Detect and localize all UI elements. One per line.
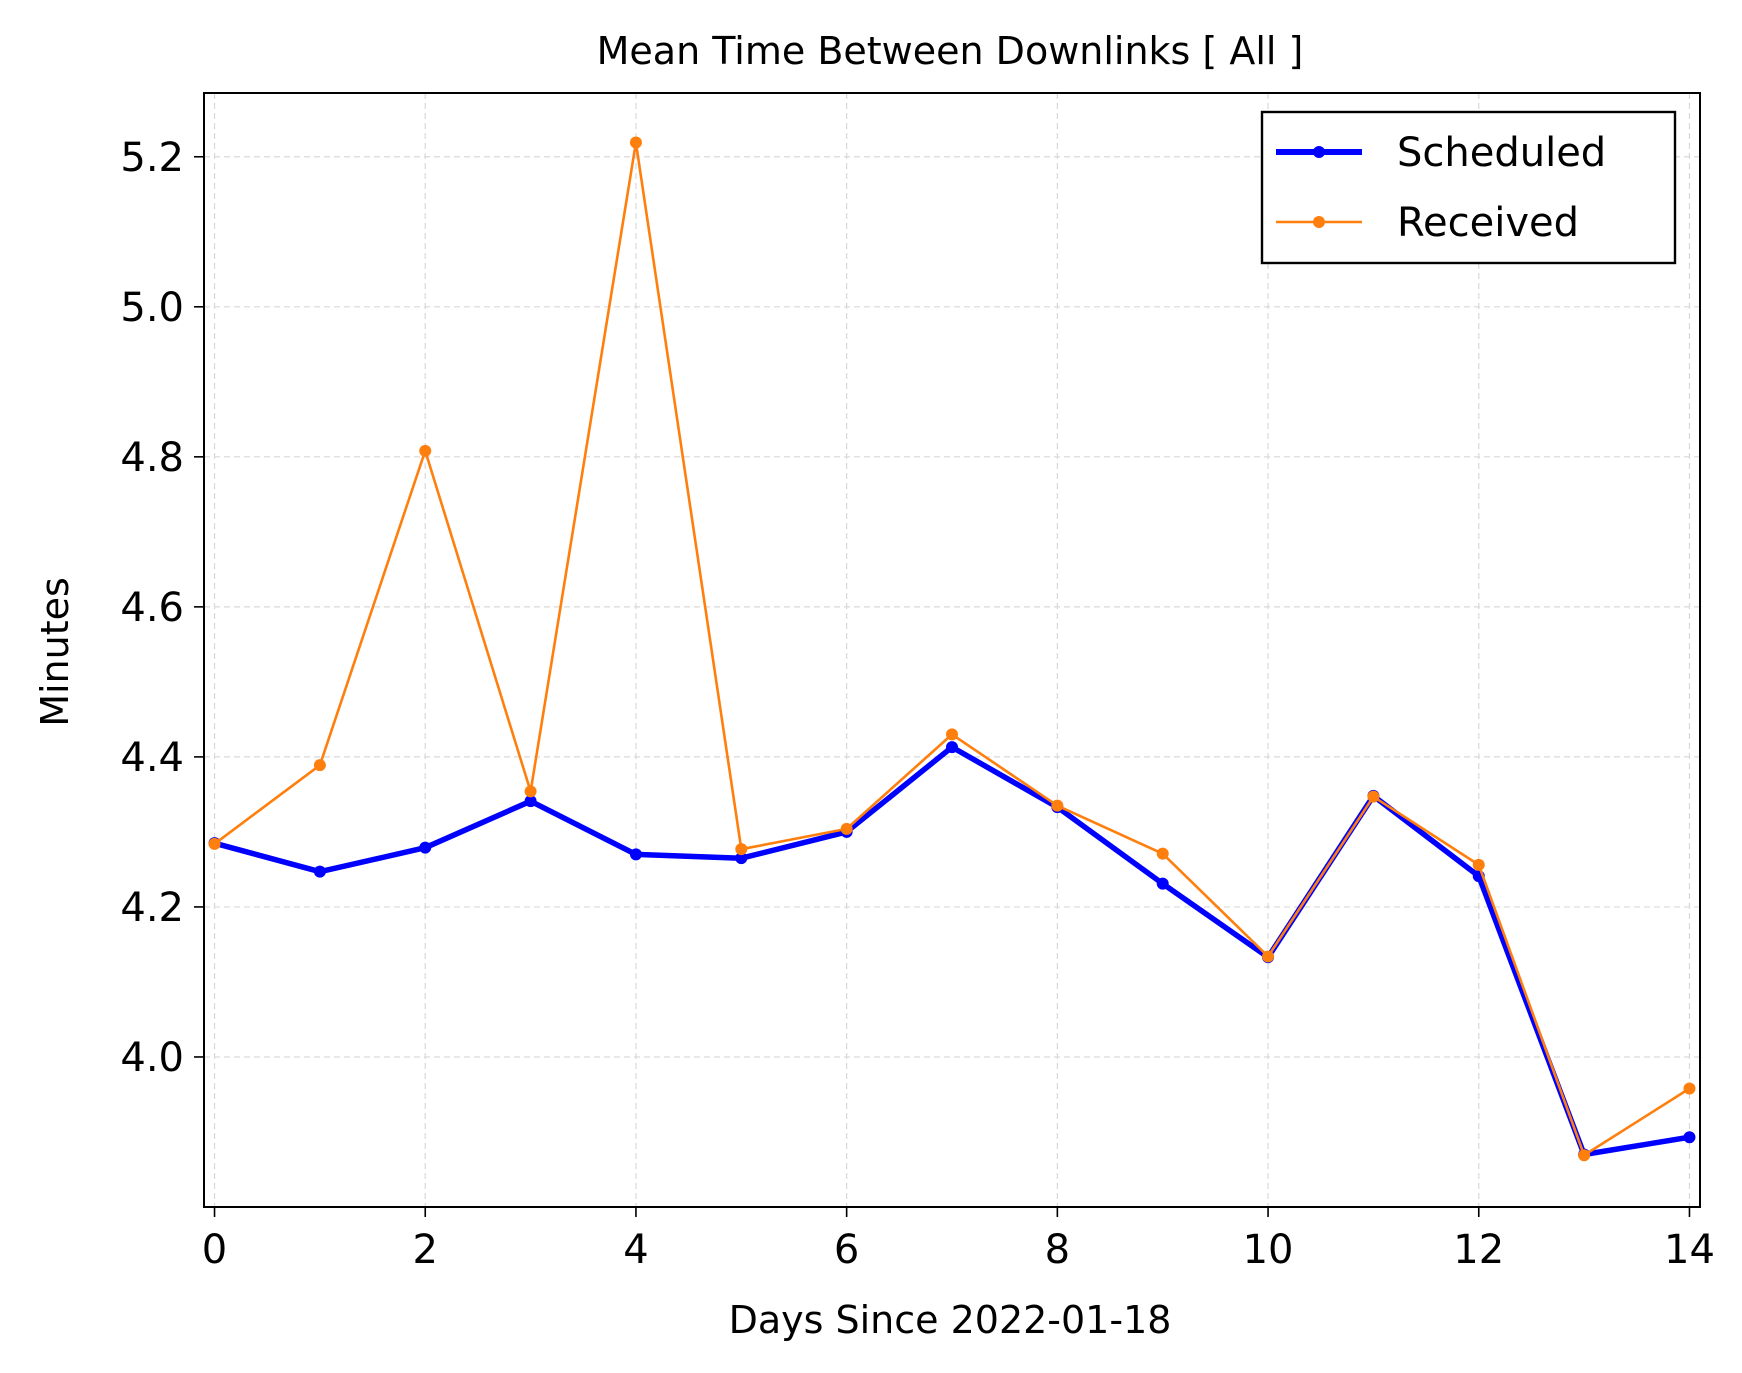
data-point-received-2 <box>419 444 432 457</box>
data-point-received-4 <box>629 136 642 149</box>
data-point-received-6 <box>840 822 853 835</box>
data-point-received-0 <box>208 837 221 850</box>
x-tick-label-1: 2 <box>413 1227 438 1273</box>
legend-box <box>1260 110 1677 265</box>
data-point-received-12 <box>1472 858 1485 871</box>
y-axis-label: Minutes <box>33 577 77 727</box>
data-point-received-9 <box>1156 847 1169 860</box>
data-point-scheduled-5 <box>735 852 748 865</box>
x-tick-label-6: 12 <box>1453 1227 1504 1273</box>
y-tick-label-6: 5.2 <box>120 135 184 181</box>
series-layer <box>208 136 1696 1162</box>
legend-entry-scheduled: Scheduled <box>1276 130 1606 176</box>
y-tick-label-1: 4.2 <box>120 885 184 931</box>
data-point-scheduled-14 <box>1683 1131 1696 1144</box>
x-tick-label-3: 6 <box>834 1227 859 1273</box>
x-tick-label-4: 8 <box>1045 1227 1070 1273</box>
x-tick-label-5: 10 <box>1243 1227 1294 1273</box>
grid <box>204 93 1700 1207</box>
y-tick-label-0: 4.0 <box>120 1035 184 1081</box>
data-point-received-13 <box>1578 1149 1591 1162</box>
x-axis-ticks: 0 2 4 6 8 10 12 14 <box>202 1207 1715 1273</box>
data-point-received-8 <box>1051 799 1064 812</box>
plot-frame <box>203 92 1701 1208</box>
y-tick-label-3: 4.6 <box>120 585 184 631</box>
x-tick-label-0: 0 <box>202 1227 227 1273</box>
y-axis-ticks: 4.0 4.2 4.4 4.6 4.8 5.0 5.2 <box>120 135 204 1081</box>
data-point-received-5 <box>735 843 748 856</box>
x-tick-label-2: 4 <box>623 1227 648 1273</box>
data-point-scheduled-3 <box>524 795 537 808</box>
data-point-received-1 <box>313 759 326 772</box>
y-tick-label-4: 4.8 <box>120 435 184 481</box>
data-point-received-11 <box>1367 790 1380 803</box>
y-tick-label-2: 4.4 <box>120 735 184 781</box>
data-point-received-7 <box>946 728 958 741</box>
legend: Scheduled Received <box>1260 110 1677 265</box>
data-point-scheduled-9 <box>1156 877 1169 890</box>
legend-entry-received: Received <box>1276 200 1579 246</box>
data-point-received-14 <box>1683 1082 1696 1095</box>
data-point-scheduled-7 <box>946 741 958 754</box>
legend-label-scheduled: Scheduled <box>1397 130 1606 176</box>
data-point-received-10 <box>1262 950 1275 963</box>
legend-marker-received <box>1313 216 1325 228</box>
data-point-received-3 <box>524 785 537 798</box>
x-axis-label: Days Since 2022-01-18 <box>729 1298 1172 1342</box>
series-received <box>208 136 1696 1162</box>
x-tick-label-7: 14 <box>1664 1227 1715 1273</box>
data-point-scheduled-1 <box>313 865 326 878</box>
legend-label-received: Received <box>1397 200 1579 246</box>
legend-marker-scheduled <box>1313 146 1325 158</box>
data-point-scheduled-4 <box>629 848 642 861</box>
y-tick-label-5: 5.0 <box>120 285 184 331</box>
chart-title: Mean Time Between Downlinks [ All ] <box>597 29 1304 73</box>
data-point-scheduled-2 <box>419 841 432 854</box>
